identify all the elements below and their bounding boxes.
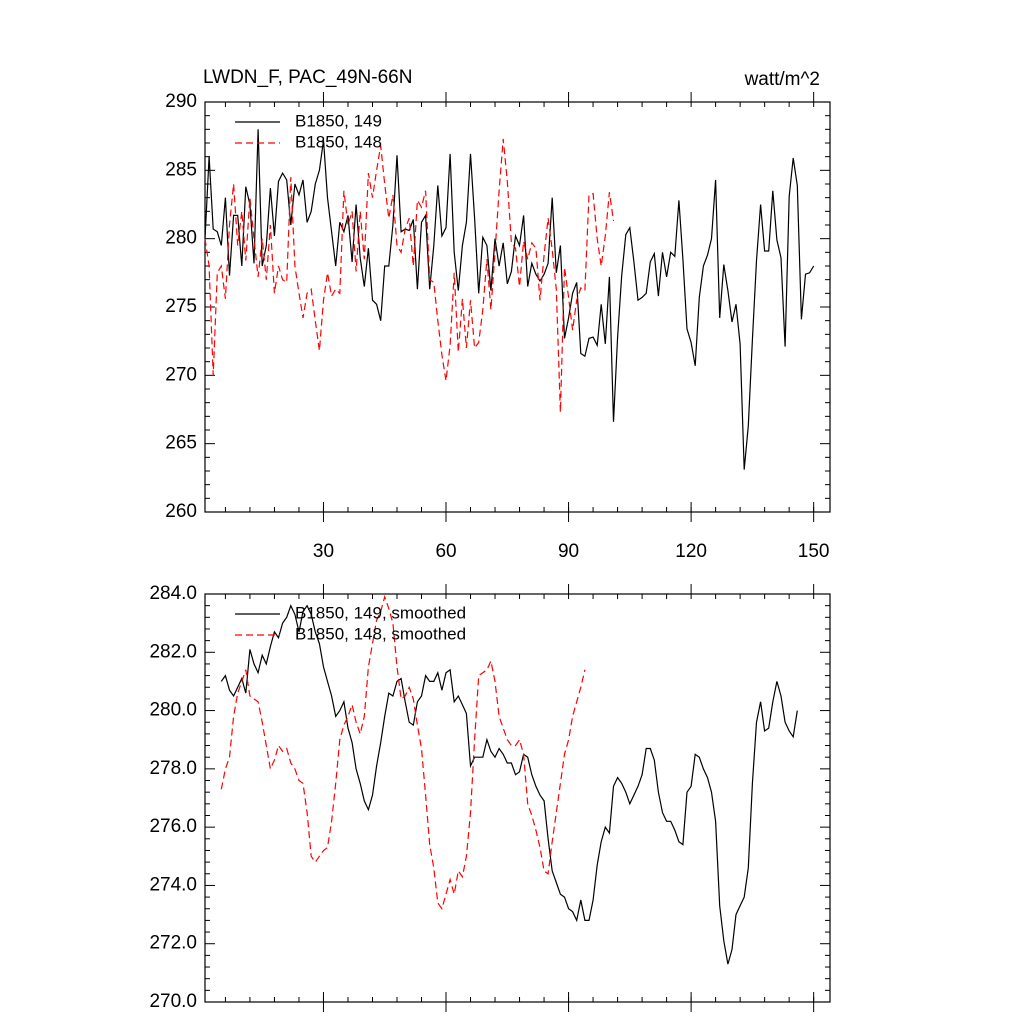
chart-title: LWDN_F, PAC_49N-66N [203, 67, 412, 88]
y-tick-label: 282.0 [149, 641, 197, 662]
y-tick-label: 290 [165, 91, 197, 112]
y-tick-label: 280.0 [149, 700, 197, 721]
y-tick-label: 280 [165, 228, 197, 249]
legend-label: B1850, 148, smoothed [295, 624, 466, 643]
y-tick-label: 265 [165, 433, 197, 454]
y-tick-label: 270 [165, 364, 197, 385]
y-tick-label: 284.0 [149, 583, 197, 604]
x-tick-label: 150 [798, 541, 830, 562]
legend-label: B1850, 149, smoothed [295, 603, 466, 622]
y-tick-label: 278.0 [149, 758, 197, 779]
data-line [220, 594, 586, 911]
plot-frame [204, 593, 831, 1003]
x-tick-label: 60 [435, 541, 456, 562]
y-tick-label: 274.0 [149, 874, 197, 895]
y-tick-label: 285 [165, 159, 197, 180]
y-tick-label: 275 [165, 296, 197, 317]
legend-label: B1850, 149 [295, 111, 382, 130]
y-tick-label: 272.0 [149, 933, 197, 954]
y-tick-label: 276.0 [149, 816, 197, 837]
data-line [220, 604, 798, 965]
y-tick-label: 270.0 [149, 991, 197, 1012]
x-tick-label: 30 [313, 541, 334, 562]
units-label: watt/m^2 [744, 69, 820, 90]
y-tick-label: 260 [165, 501, 197, 522]
data-line [204, 129, 815, 470]
legend-label: B1850, 148 [295, 132, 382, 151]
x-tick-label: 120 [675, 541, 707, 562]
data-line [204, 138, 615, 413]
x-tick-label: 90 [558, 541, 579, 562]
